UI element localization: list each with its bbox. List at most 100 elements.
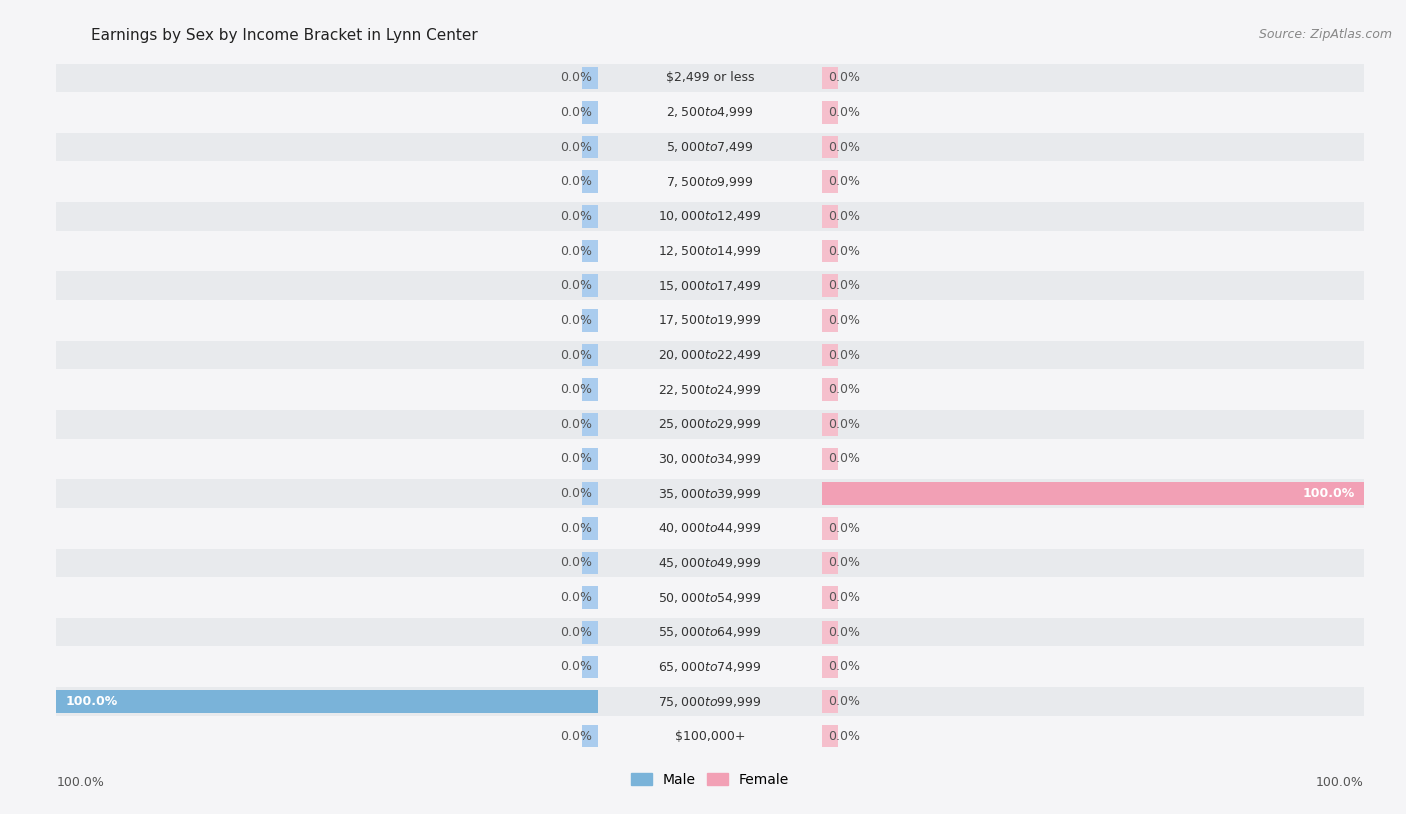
Bar (823, 240, 838, 262)
Bar (582, 725, 598, 747)
Text: 0.0%: 0.0% (828, 210, 860, 223)
Text: 0.0%: 0.0% (560, 660, 592, 673)
Text: 0.0%: 0.0% (828, 314, 860, 327)
Bar (582, 586, 598, 609)
Bar (582, 240, 598, 262)
Text: 0.0%: 0.0% (828, 106, 860, 119)
Bar (56, 306, 1364, 335)
Text: 0.0%: 0.0% (828, 72, 860, 85)
Bar (582, 67, 598, 89)
Bar (582, 413, 598, 435)
Bar (823, 517, 838, 540)
Text: 0.0%: 0.0% (560, 453, 592, 466)
Bar (56, 410, 1364, 439)
Text: 100.0%: 100.0% (1316, 776, 1364, 789)
Text: 0.0%: 0.0% (560, 141, 592, 154)
Bar (823, 483, 1406, 505)
Text: $30,000 to $34,999: $30,000 to $34,999 (658, 452, 762, 466)
Bar (582, 101, 598, 124)
Bar (823, 309, 838, 331)
Text: 0.0%: 0.0% (560, 557, 592, 570)
Legend: Male, Female: Male, Female (626, 767, 794, 792)
Bar (56, 237, 1364, 265)
Text: $65,000 to $74,999: $65,000 to $74,999 (658, 660, 762, 674)
Text: $5,000 to $7,499: $5,000 to $7,499 (666, 140, 754, 154)
Text: 0.0%: 0.0% (828, 729, 860, 742)
Text: Source: ZipAtlas.com: Source: ZipAtlas.com (1258, 28, 1392, 42)
Bar (56, 98, 1364, 127)
Text: 0.0%: 0.0% (828, 591, 860, 604)
Bar (56, 272, 1364, 300)
Text: 0.0%: 0.0% (560, 314, 592, 327)
Bar (56, 653, 1364, 681)
Bar (582, 344, 598, 366)
Bar (582, 448, 598, 470)
Text: 0.0%: 0.0% (560, 418, 592, 431)
Bar (0, 690, 598, 713)
Text: 100.0%: 100.0% (66, 695, 118, 708)
Text: 0.0%: 0.0% (828, 418, 860, 431)
Bar (582, 517, 598, 540)
Text: 0.0%: 0.0% (560, 487, 592, 500)
Text: 0.0%: 0.0% (828, 279, 860, 292)
Text: $75,000 to $99,999: $75,000 to $99,999 (658, 694, 762, 708)
Text: 0.0%: 0.0% (560, 383, 592, 396)
Bar (582, 621, 598, 644)
Bar (582, 483, 598, 505)
Bar (823, 67, 838, 89)
Text: $40,000 to $44,999: $40,000 to $44,999 (658, 521, 762, 536)
Bar (582, 170, 598, 193)
Bar (823, 136, 838, 159)
Bar (823, 274, 838, 297)
Text: 0.0%: 0.0% (828, 348, 860, 361)
Text: $45,000 to $49,999: $45,000 to $49,999 (658, 556, 762, 570)
Bar (56, 133, 1364, 161)
Text: $2,499 or less: $2,499 or less (666, 72, 754, 85)
Text: $2,500 to $4,999: $2,500 to $4,999 (666, 106, 754, 120)
Bar (823, 725, 838, 747)
Text: 0.0%: 0.0% (828, 175, 860, 188)
Text: $25,000 to $29,999: $25,000 to $29,999 (658, 418, 762, 431)
Bar (56, 202, 1364, 230)
Text: $50,000 to $54,999: $50,000 to $54,999 (658, 591, 762, 605)
Text: 0.0%: 0.0% (560, 279, 592, 292)
Text: $17,500 to $19,999: $17,500 to $19,999 (658, 313, 762, 327)
Bar (582, 205, 598, 228)
Text: 100.0%: 100.0% (1302, 487, 1354, 500)
Bar (823, 655, 838, 678)
Text: 0.0%: 0.0% (828, 141, 860, 154)
Text: Earnings by Sex by Income Bracket in Lynn Center: Earnings by Sex by Income Bracket in Lyn… (91, 28, 478, 43)
Text: $55,000 to $64,999: $55,000 to $64,999 (658, 625, 762, 639)
Bar (823, 690, 838, 713)
Bar (582, 655, 598, 678)
Bar (56, 722, 1364, 751)
Bar (823, 170, 838, 193)
Bar (823, 448, 838, 470)
Text: $100,000+: $100,000+ (675, 729, 745, 742)
Text: 0.0%: 0.0% (560, 210, 592, 223)
Bar (582, 274, 598, 297)
Text: 0.0%: 0.0% (560, 591, 592, 604)
Text: 0.0%: 0.0% (560, 626, 592, 639)
Bar (823, 379, 838, 401)
Bar (823, 344, 838, 366)
Text: $22,500 to $24,999: $22,500 to $24,999 (658, 383, 762, 396)
Text: 0.0%: 0.0% (828, 660, 860, 673)
Bar (56, 375, 1364, 404)
Bar (56, 549, 1364, 577)
Text: 0.0%: 0.0% (560, 348, 592, 361)
Text: 0.0%: 0.0% (560, 244, 592, 257)
Text: 0.0%: 0.0% (828, 383, 860, 396)
Bar (823, 552, 838, 574)
Bar (582, 309, 598, 331)
Text: $10,000 to $12,499: $10,000 to $12,499 (658, 209, 762, 223)
Bar (582, 136, 598, 159)
Bar (56, 341, 1364, 370)
Bar (56, 444, 1364, 473)
Bar (582, 552, 598, 574)
Bar (823, 101, 838, 124)
Bar (56, 479, 1364, 508)
Text: $15,000 to $17,499: $15,000 to $17,499 (658, 278, 762, 293)
Text: 100.0%: 100.0% (56, 776, 104, 789)
Bar (56, 584, 1364, 612)
